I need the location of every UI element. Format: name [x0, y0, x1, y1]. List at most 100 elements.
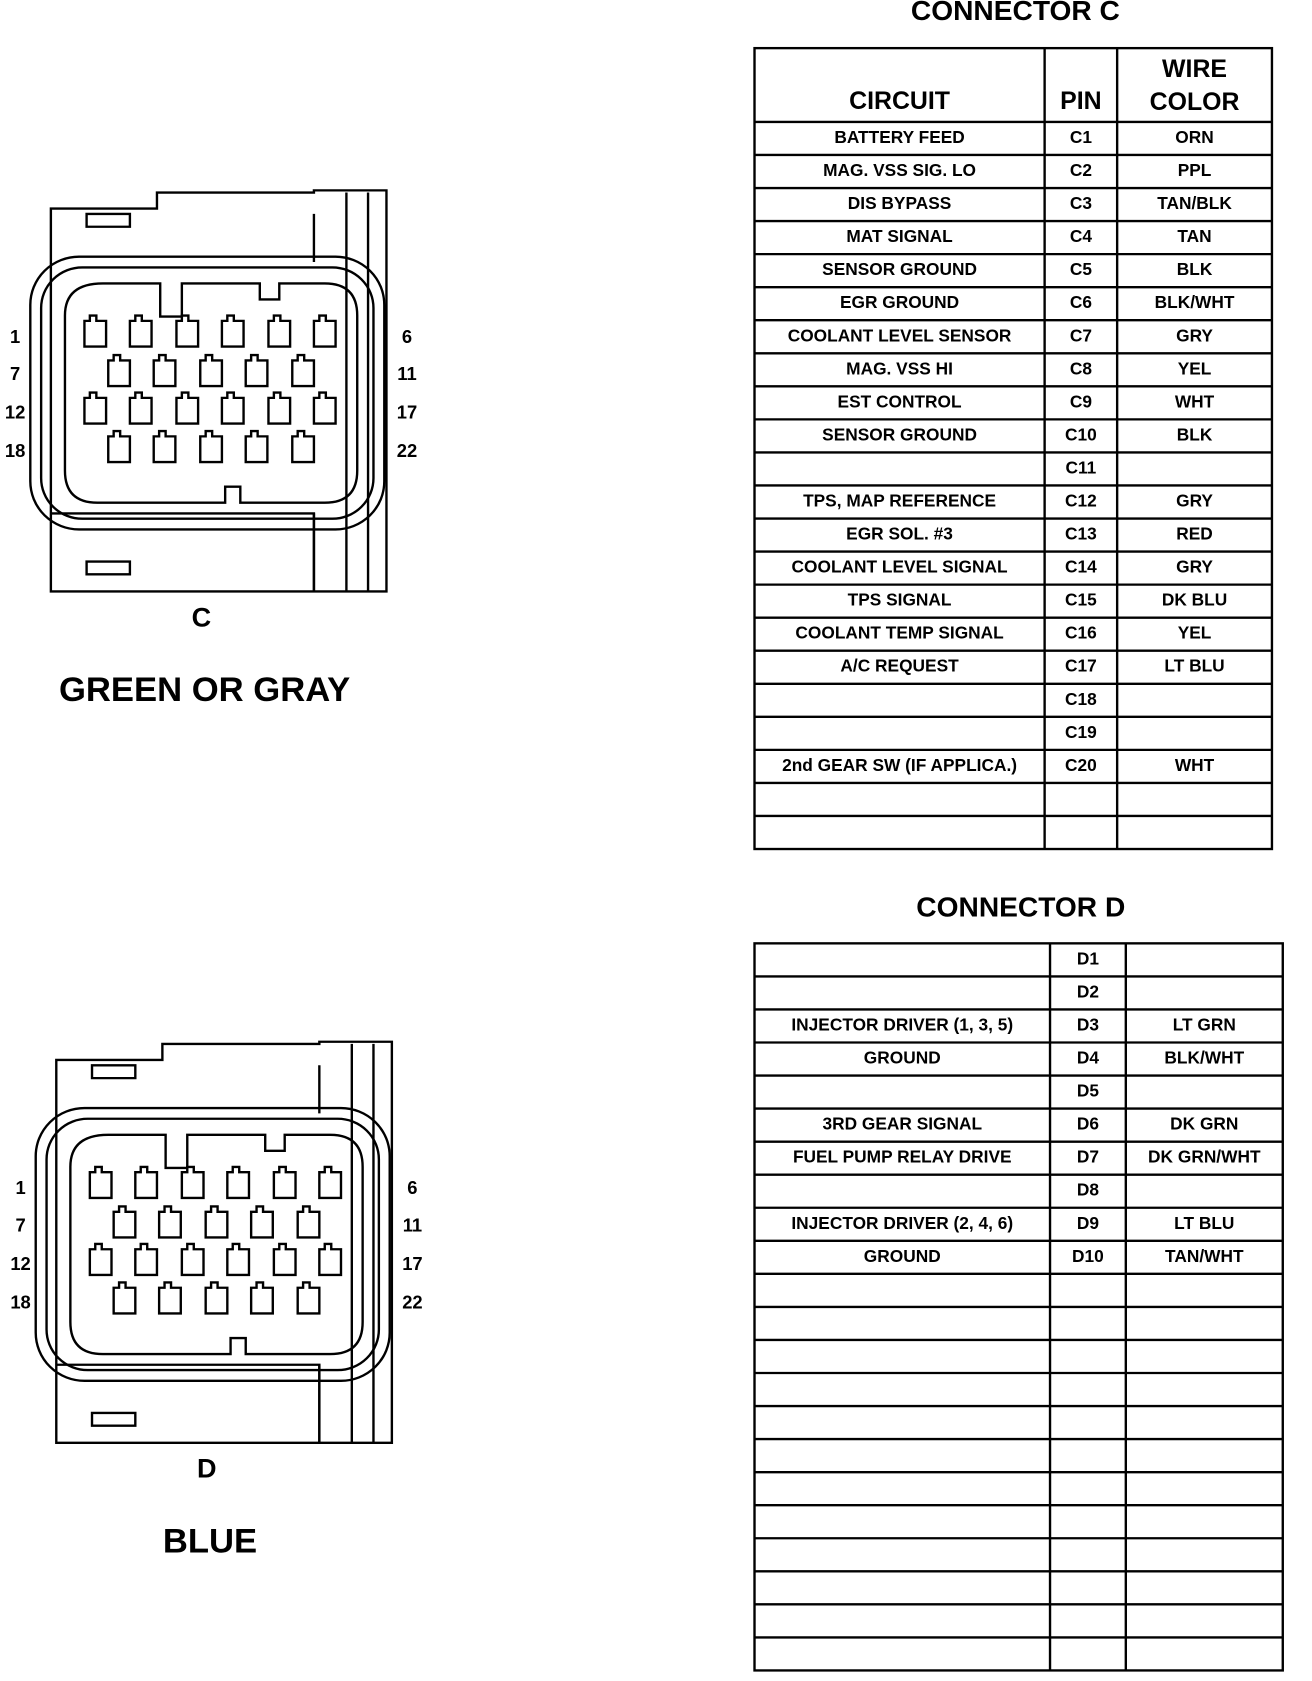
pin	[226, 1242, 251, 1277]
pin-number: 12	[5, 402, 25, 423]
pin	[88, 1242, 113, 1277]
pin	[312, 391, 337, 425]
table-cell: SENSOR GROUND	[822, 425, 977, 445]
pin-number: 1	[10, 326, 20, 347]
table-cell: A/C REQUEST	[840, 656, 959, 676]
table-cell: D2	[1077, 982, 1099, 1002]
table-title: CONNECTOR C	[911, 0, 1120, 26]
table-cell: TAN	[1177, 226, 1211, 246]
table-cell: D5	[1077, 1081, 1100, 1101]
pin-number: 17	[402, 1253, 422, 1274]
table-cell: PPL	[1178, 160, 1212, 180]
pin-number: 18	[10, 1292, 30, 1313]
table-cell: BLK	[1177, 259, 1213, 279]
pin	[83, 314, 108, 348]
table-cell: C16	[1065, 623, 1097, 643]
shell-inner	[45, 1117, 381, 1372]
pin	[318, 1165, 343, 1200]
cavity	[69, 1133, 364, 1356]
table-cell: EGR GROUND	[840, 292, 959, 312]
table-cell: 2nd GEAR SW (IF APPLICA.)	[782, 755, 1017, 775]
pin	[267, 314, 292, 348]
table-cell: DK BLU	[1162, 590, 1227, 610]
table-cell: C14	[1065, 557, 1097, 577]
pin	[312, 314, 337, 348]
pin	[318, 1242, 343, 1277]
table-cell: TPS, MAP REFERENCE	[803, 491, 996, 511]
table-cell: C10	[1065, 425, 1097, 445]
pin-table: CONNECTOR D D1 D2 INJECTOR DRIVER (1, 3, 5)…	[753, 892, 1284, 1672]
table-cell: INJECTOR DRIVER (1, 3, 5)	[791, 1015, 1013, 1035]
pin	[291, 429, 316, 464]
pin	[249, 1281, 274, 1315]
table-cell: C3	[1070, 193, 1092, 213]
table-cell: C18	[1065, 689, 1097, 709]
pin	[175, 391, 200, 425]
table-cell: LT BLU	[1164, 656, 1224, 676]
housing-tabs	[90, 1043, 375, 1443]
table-cell: C11	[1065, 458, 1096, 478]
pin-number: 1	[15, 1177, 25, 1198]
table-cell: DK GRN	[1170, 1114, 1238, 1134]
pin	[157, 1281, 182, 1315]
table-cell: D1	[1077, 948, 1100, 968]
table-cell: ORN	[1175, 127, 1213, 147]
table-cell: GRY	[1176, 557, 1213, 577]
connector-letter: D	[197, 1454, 217, 1484]
pin-number: 6	[402, 326, 412, 347]
table-cell: C12	[1065, 491, 1097, 511]
header-cell: WIRE	[1162, 56, 1227, 83]
table-cell: DIS BYPASS	[848, 193, 952, 213]
table-cell: D10	[1072, 1246, 1104, 1266]
table-cell: TPS SIGNAL	[848, 590, 952, 610]
pin	[180, 1242, 205, 1277]
housing-tabs	[85, 192, 370, 592]
pin	[175, 314, 200, 348]
pin	[83, 391, 108, 425]
pin	[157, 1205, 182, 1239]
pin	[112, 1281, 137, 1315]
table-cell: C1	[1070, 127, 1093, 147]
pin-number: 7	[15, 1215, 25, 1236]
cavity	[63, 282, 359, 504]
table-border	[753, 46, 1274, 851]
table-cell: MAG. VSS HI	[846, 358, 953, 378]
pin	[272, 1165, 297, 1200]
table-cell: GRY	[1176, 491, 1213, 511]
table-cell: C20	[1065, 755, 1097, 775]
table-cell: 3RD GEAR SIGNAL	[822, 1114, 982, 1134]
table-cell: GRY	[1176, 325, 1213, 345]
housing	[55, 1040, 394, 1445]
table-cell: TAN/WHT	[1165, 1246, 1244, 1266]
table-cell: D9	[1077, 1213, 1099, 1233]
table-cell: C4	[1070, 226, 1093, 246]
connector-color: GREEN OR GRAY	[59, 671, 350, 709]
table-cell: INJECTOR DRIVER (2, 4, 6)	[791, 1213, 1013, 1233]
table-cell: D3	[1077, 1015, 1099, 1035]
pin	[291, 353, 316, 388]
connector-letter: C	[192, 602, 212, 632]
pin	[204, 1281, 229, 1315]
connector-color: BLUE	[163, 1523, 257, 1561]
pin	[272, 1242, 297, 1277]
table-cell: COOLANT LEVEL SENSOR	[788, 325, 1012, 345]
table-cell: D4	[1077, 1048, 1100, 1068]
table-cell: BLK/WHT	[1164, 1048, 1244, 1068]
pin	[128, 391, 153, 425]
pin-number: 17	[397, 402, 417, 423]
pin	[128, 314, 153, 348]
pin	[226, 1165, 251, 1200]
pin	[152, 353, 177, 388]
table-cell: EST CONTROL	[838, 391, 962, 411]
shell-inner	[39, 266, 375, 520]
table-cell: D7	[1077, 1147, 1099, 1167]
pin-number: 11	[403, 1215, 422, 1236]
table-cell: C7	[1070, 325, 1092, 345]
pin	[152, 429, 177, 464]
table-cell: C9	[1070, 391, 1092, 411]
table-cell: C17	[1065, 656, 1097, 676]
table-cell: SENSOR GROUND	[822, 259, 977, 279]
table-cell: GROUND	[864, 1246, 941, 1266]
table-cell: MAG. VSS SIG. LO	[823, 160, 976, 180]
